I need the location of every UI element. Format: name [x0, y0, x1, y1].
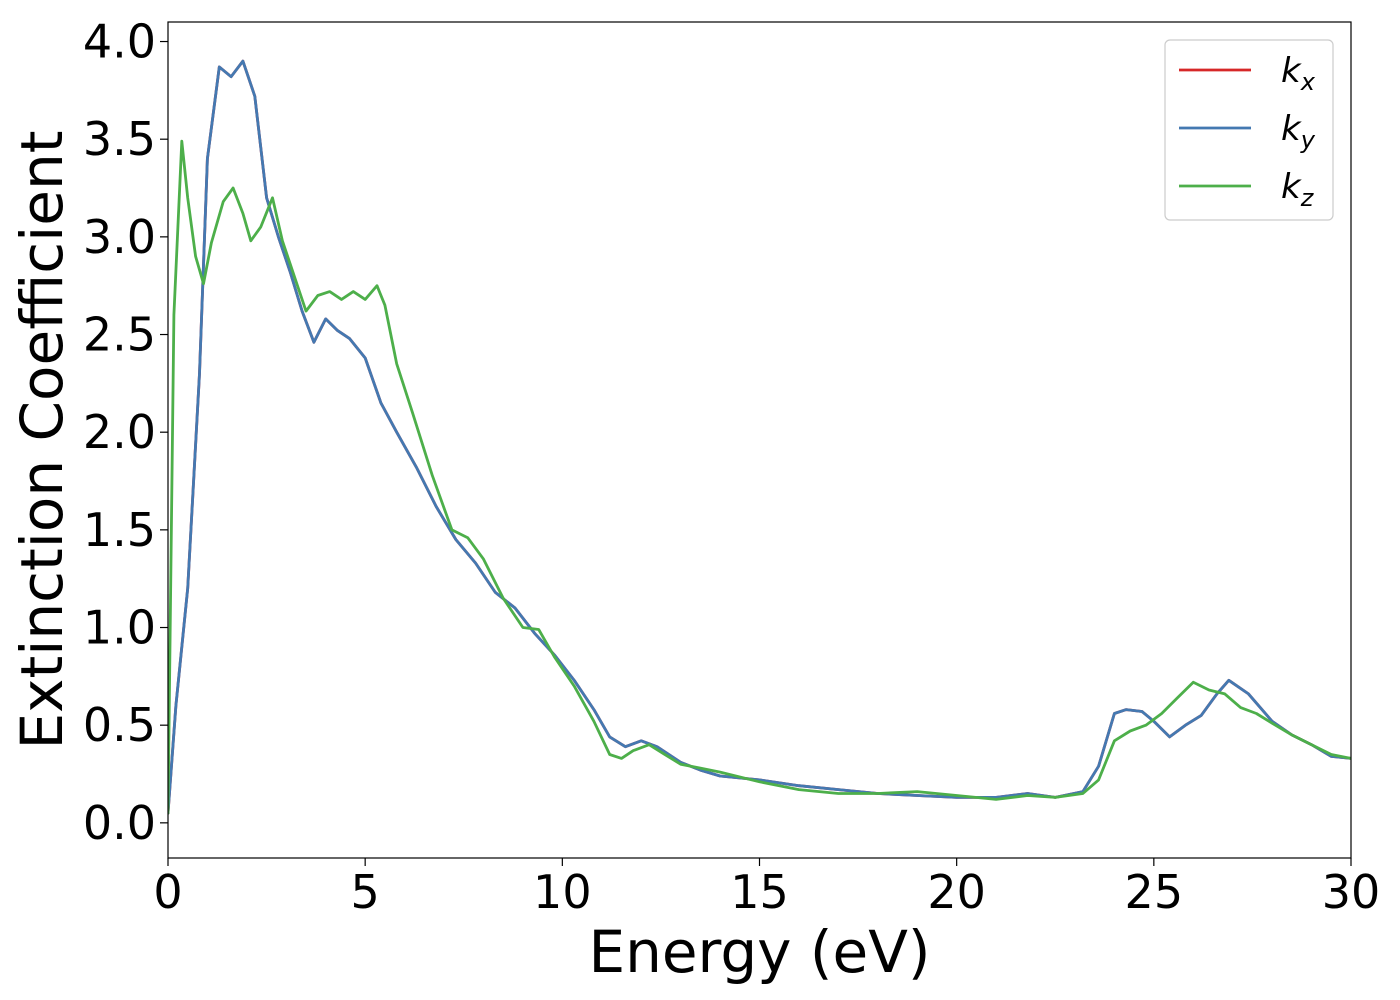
x-tick-label: 0 — [153, 865, 182, 919]
x-tick-label: 30 — [1322, 865, 1381, 919]
x-axis-ticks: 0 5 10 15 20 25 30 — [153, 858, 1380, 919]
x-tick-label: 15 — [730, 865, 789, 919]
legend-label-x: kx — [1281, 51, 1316, 96]
legend-box — [1164, 39, 1334, 221]
legend-label-z: kz — [1281, 167, 1315, 212]
x-tick-label: 5 — [351, 865, 380, 919]
y-tick-label: 1.0 — [83, 601, 156, 655]
y-tick-label: 2.5 — [83, 308, 156, 362]
x-axis-label: Energy (eV) — [588, 918, 930, 986]
y-tick-label: 0.5 — [83, 698, 156, 752]
y-tick-label: 0.0 — [83, 796, 156, 850]
y-tick-label: 1.5 — [83, 503, 156, 557]
x-tick-label: 25 — [1125, 865, 1184, 919]
y-axis-label: Extinction Coefficient — [8, 131, 76, 750]
series-line-y — [168, 59, 1351, 815]
x-tick-label: 20 — [927, 865, 986, 919]
series-line-z — [168, 139, 1351, 815]
legend-label-y: ky — [1281, 109, 1316, 154]
y-tick-label: 4.0 — [83, 15, 156, 69]
y-tick-label: 3.5 — [83, 112, 156, 166]
y-tick-label: 3.0 — [83, 210, 156, 264]
x-tick-label: 10 — [533, 865, 592, 919]
y-axis-ticks: 0.0 0.5 1.0 1.5 2.0 2.5 3.0 3.5 4.0 — [83, 15, 168, 850]
legend: kx ky kz — [1164, 39, 1334, 221]
series-layer — [168, 59, 1351, 815]
y-tick-label: 2.0 — [83, 405, 156, 459]
